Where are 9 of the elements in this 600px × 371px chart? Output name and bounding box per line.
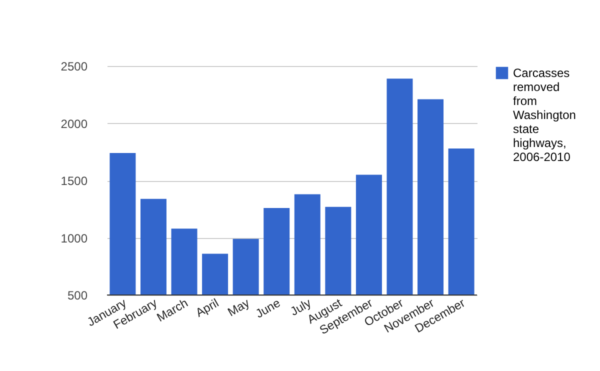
- legend-label: Carcasses removed from Washington state highways, 2006-2010: [513, 66, 576, 164]
- y-tick-label: 500: [67, 288, 88, 302]
- y-tick-label: 2500: [60, 60, 88, 74]
- y-tick-label: 2000: [60, 116, 88, 131]
- x-tick-label: April: [193, 296, 222, 320]
- y-tick-label: 1000: [60, 231, 88, 246]
- x-tick-label: May: [225, 296, 252, 320]
- x-tick-label: June: [253, 296, 283, 321]
- y-tick-label: 1500: [60, 174, 88, 188]
